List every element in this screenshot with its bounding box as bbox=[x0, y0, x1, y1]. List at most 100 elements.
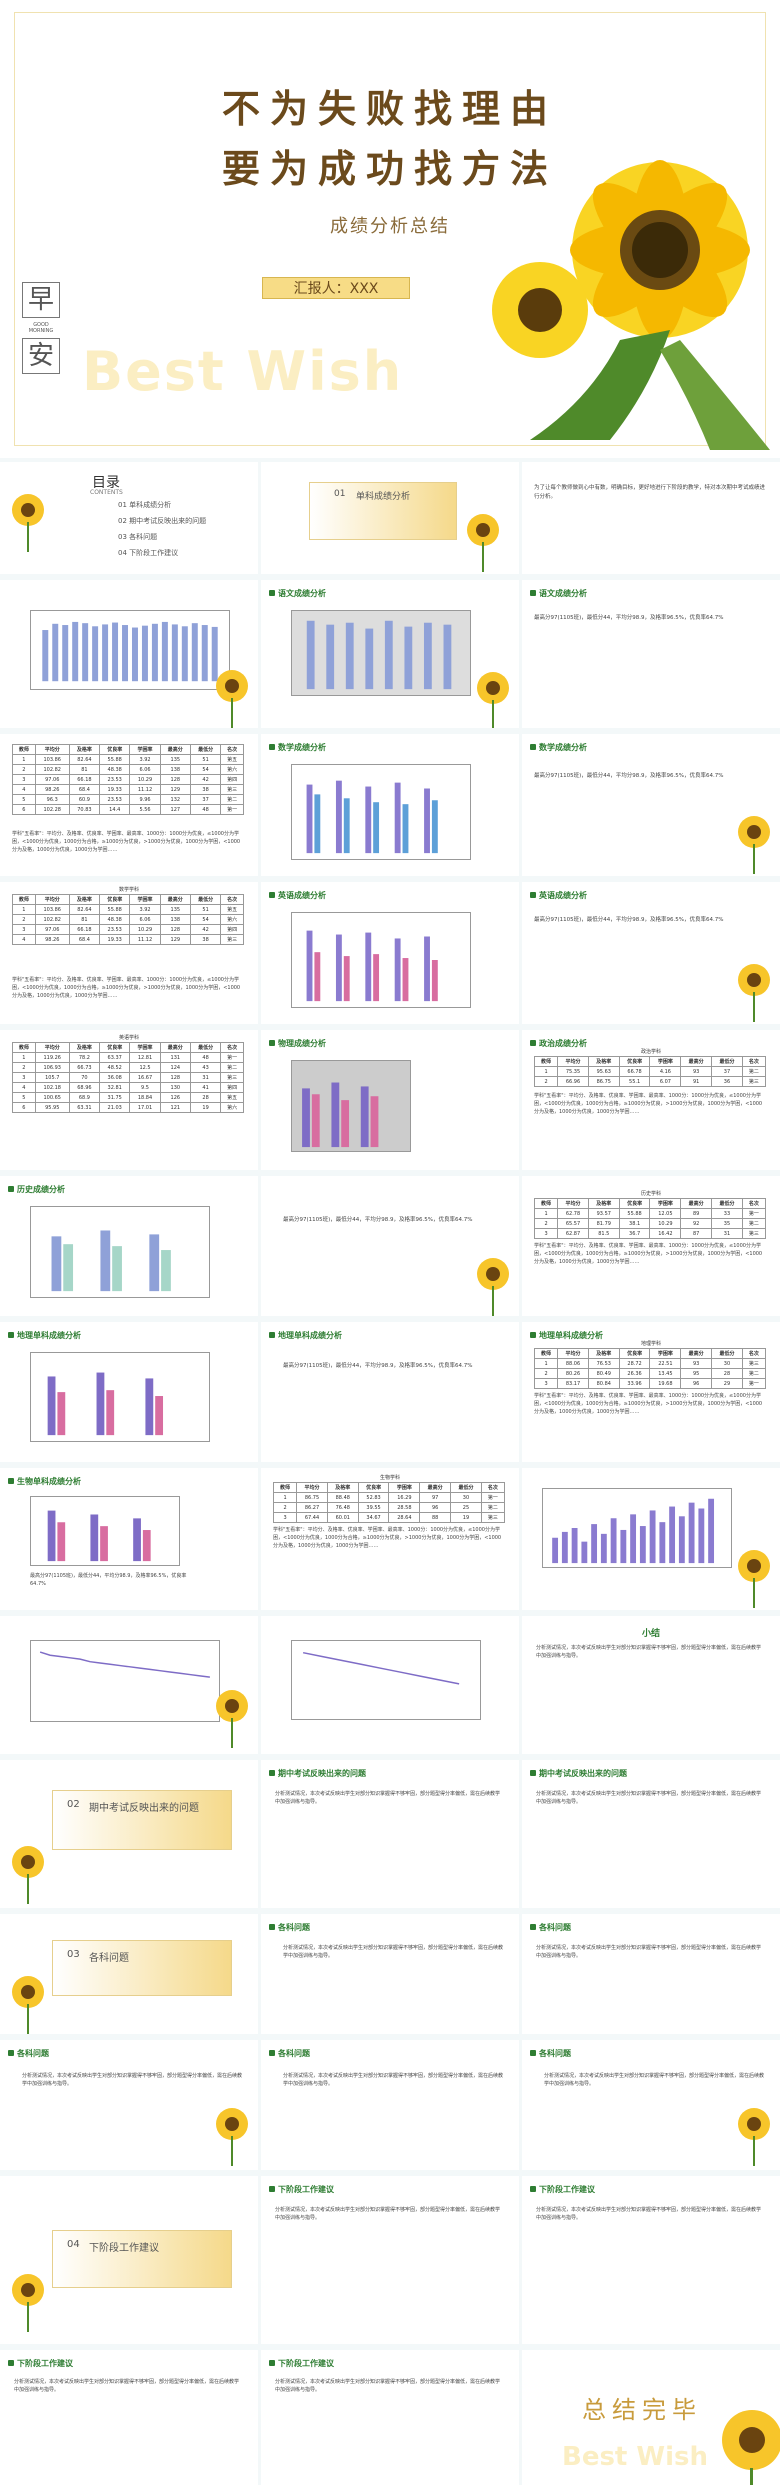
bar bbox=[42, 630, 49, 682]
line-chart-slide-2 bbox=[261, 1616, 519, 1754]
problems-heading-2: 期中考试反映出来的问题 bbox=[530, 1768, 627, 1779]
geography-heading-3: 地理单科成绩分析 bbox=[530, 1330, 603, 1341]
english-note-2: 最高分97(1105班)，最低分44，平均分98.9，及格率96.5%，优良率6… bbox=[534, 917, 724, 923]
intro-slide: 为了让每个教师做到心中有数，明确目标，更好地进行下阶段的教学，特对本次期中考试成… bbox=[522, 462, 780, 574]
geo-table-title: 地理学科 bbox=[640, 1341, 661, 1347]
toc-item-2[interactable]: 02 期中考试反映出来的问题 bbox=[118, 517, 207, 525]
section-title: 单科成绩分析 bbox=[356, 492, 411, 502]
geography-table-slide: 地理单科成绩分析 地理学科 教师 平均分 及格率 优良率 学困率 最高分 最低分 名次 1 88… bbox=[522, 1322, 780, 1462]
section-number-4: 04 bbox=[67, 2239, 80, 2250]
bar bbox=[62, 625, 69, 682]
section-card-4: 04 下阶段工作建议 bbox=[52, 2230, 232, 2288]
bar bbox=[171, 624, 178, 682]
toc-item-4[interactable]: 04 下阶段工作建议 bbox=[118, 549, 179, 557]
section-02-slide: 02 期中考试反映出来的问题 bbox=[0, 1760, 258, 1908]
next-slide-4: 下阶段工作建议 分析测试情况，本次考试反映出学生对部分知识掌握得不够牢固，部分题… bbox=[261, 2350, 519, 2485]
english-chart-slide: 英语成绩分析 bbox=[261, 882, 519, 1024]
ranking-bar-chart bbox=[542, 1488, 732, 1568]
chinese-heading: 语文成绩分析 bbox=[269, 588, 326, 599]
geography-note-slide: 地理单科成绩分析 最高分97(1105班)，最低分44，平均分98.9，及格率9… bbox=[261, 1322, 519, 1462]
geography-bar-chart bbox=[30, 1352, 210, 1442]
section-number-2: 02 bbox=[67, 1799, 80, 1810]
subjects-slide-3: 各科问题 分析测试情况，本次考试反映出学生对部分知识掌握得不够牢固，部分题型得分… bbox=[0, 2040, 258, 2170]
sunflower-icon bbox=[738, 2108, 770, 2166]
bar-chart-2 bbox=[291, 610, 471, 696]
cover-slide: 不为失败找理由 要为成功找方法 成绩分析总结 汇报人：XXX 早 GOOD MO… bbox=[0, 0, 780, 458]
toc-title: 目录 bbox=[92, 475, 120, 491]
geography-chart-slide: 地理单科成绩分析 bbox=[0, 1322, 258, 1462]
chinese-note-slide: 语文成绩分析 最高分97(1105班)，最低分44，平均分98.9，及格率96.… bbox=[522, 580, 780, 728]
sunflower-illustration bbox=[492, 160, 770, 450]
subjects-slide-4: 各科问题 分析测试情况，本次考试反映出学生对部分知识掌握得不够牢固，部分题型得分… bbox=[261, 2040, 519, 2170]
cover-subtitle: 成绩分析总结 bbox=[330, 216, 450, 237]
next-heading: 下阶段工作建议 bbox=[269, 2184, 334, 2195]
math-table-title: 数学学科 bbox=[118, 887, 139, 893]
politics-table-title: 政治学科 bbox=[640, 1049, 661, 1055]
bar bbox=[72, 621, 79, 682]
sunflower-icon bbox=[12, 494, 44, 552]
subjects-heading-4: 各科问题 bbox=[269, 2048, 310, 2059]
math-table-slide: 教师 平均分 及格率 优良率 学困率 最高分 最低分 名次 1 103.86 82.64 55.88… bbox=[0, 734, 258, 876]
history-table-slide: 历史学科 教师 平均分 及格率 优良率 学困率 最高分 最低分 名次 1 62.78 93.57 5… bbox=[522, 1176, 780, 1316]
toc-item-3[interactable]: 03 各科问题 bbox=[118, 533, 158, 541]
sunflower-icon bbox=[12, 2274, 44, 2332]
problems-heading: 期中考试反映出来的问题 bbox=[269, 1768, 366, 1779]
line-chart-1 bbox=[30, 1640, 220, 1722]
toc-item-1[interactable]: 01 单科成绩分析 bbox=[118, 501, 172, 509]
section-card: 01 单科成绩分析 bbox=[309, 482, 457, 540]
math-note-slide: 数学成绩分析 最高分97(1105班)，最低分44，平均分98.9，及格率96.… bbox=[522, 734, 780, 876]
politics-heading: 政治成绩分析 bbox=[530, 1038, 587, 1049]
chinese-slide: 语文成绩分析 bbox=[261, 580, 519, 728]
next-heading-4: 下阶段工作建议 bbox=[269, 2358, 334, 2369]
physics-table-slide: 英语学科 教师 平均分 及格率 优良率 学困率 最高分 最低分 名次 1 119.26 78.2 6… bbox=[0, 1030, 258, 1170]
next-slide-3: 下阶段工作建议 分析测试情况，本次考试反映出学生对部分知识掌握得不够牢固，部分题… bbox=[0, 2350, 258, 2485]
sunflower-icon bbox=[216, 1690, 248, 1748]
summary-text: 分析测试情况，本次考试反映出学生对部分知识掌握得不够牢固，部分题型得分率偏低，需… bbox=[536, 1645, 762, 1659]
section-title-2: 期中考试反映出来的问题 bbox=[89, 1803, 199, 1814]
biology-heading: 生物单科成绩分析 bbox=[8, 1476, 81, 1487]
subjects-text-5: 分析测试情况，本次考试反映出学生对部分知识掌握得不够牢固，部分题型得分率偏低，需… bbox=[544, 2073, 765, 2087]
subjects-text: 分析测试情况，本次考试反映出学生对部分知识掌握得不够牢固，部分题型得分率偏低，需… bbox=[283, 1945, 504, 1959]
bar bbox=[191, 623, 198, 682]
section-card-3: 03 各科问题 bbox=[52, 1940, 232, 1996]
bar bbox=[151, 623, 158, 682]
morning-top: 早 bbox=[22, 282, 60, 318]
geography-heading-2: 地理单科成绩分析 bbox=[269, 1330, 342, 1341]
intro-text: 为了让每个教师做到心中有数，明确目标，更好地进行下阶段的教学，特对本次期中考试成… bbox=[534, 485, 766, 500]
summary-slide: 小结 分析测试情况，本次考试反映出学生对部分知识掌握得不够牢固，部分题型得分率偏… bbox=[522, 1616, 780, 1754]
sunflower-icon bbox=[467, 514, 499, 572]
biology-table: 教师 平均分 及格率 优良率 学困率 最高分 最低分 名次 1 86.75 88.48 52.83 1… bbox=[272, 1482, 506, 1523]
politics-table: 教师 平均分 及格率 优良率 学困率 最高分 最低分 名次 1 75.35 95.63 66.78 4… bbox=[533, 1056, 767, 1087]
bio-table-title: 生物学科 bbox=[379, 1475, 400, 1481]
subjects-text-2: 分析测试情况，本次考试反映出学生对部分知识掌握得不够牢固，部分题型得分率偏低，需… bbox=[536, 1945, 762, 1959]
history-heading: 历史成绩分析 bbox=[8, 1184, 65, 1195]
reporter-label: 汇报人：XXX bbox=[262, 277, 410, 299]
ending-best-wish: Best Wish bbox=[562, 2442, 708, 2472]
history-long-note: 学科"五看率"：平均分、及格率、优良率、学困率、最高率、1000分：1000分为… bbox=[534, 1243, 763, 1265]
sunflower-icon bbox=[12, 1976, 44, 2034]
geography-heading: 地理单科成绩分析 bbox=[8, 1330, 81, 1341]
physics-bar-chart bbox=[291, 1060, 411, 1152]
math-bar-chart bbox=[291, 764, 471, 860]
ending-title: 总结完毕 bbox=[582, 2396, 702, 2424]
next-text-4: 分析测试情况，本次考试反映出学生对部分知识掌握得不够牢固，部分题型得分率偏低，需… bbox=[275, 2379, 501, 2393]
toc-subtitle: CONTENTS bbox=[90, 489, 123, 496]
subjects-slide-5: 各科问题 分析测试情况，本次考试反映出学生对部分知识掌握得不够牢固，部分题型得分… bbox=[522, 2040, 780, 2170]
biology-table-slide: 生物学科 教师 平均分 及格率 优良率 学困率 最高分 最低分 名次 1 86.75 88.48 5… bbox=[261, 1468, 519, 1610]
section-title-4: 下阶段工作建议 bbox=[89, 2243, 159, 2254]
morning-bottom: 安 bbox=[22, 338, 60, 374]
math-heading: 数学成绩分析 bbox=[269, 742, 326, 753]
good-morning-badge: 早 GOOD MORNING 安 bbox=[22, 282, 60, 392]
sunflower-icon bbox=[216, 2108, 248, 2166]
line-chart-2 bbox=[291, 1640, 481, 1720]
geography-note: 最高分97(1105班)，最低分44，平均分98.9，及格率96.5%，优良率6… bbox=[283, 1363, 473, 1369]
morning-mid: GOOD MORNING bbox=[28, 322, 54, 334]
math-detail-table: 教师 平均分 及格率 优良率 学困率 最高分 最低分 名次 1 103.86 82.64 55.88… bbox=[12, 894, 244, 945]
math-note-2: 最高分97(1105班)，最低分44，平均分98.9，及格率96.5%，优良率6… bbox=[534, 773, 724, 779]
bar bbox=[161, 621, 168, 682]
next-text-3: 分析测试情况，本次考试反映出学生对部分知识掌握得不够牢固，部分题型得分率偏低，需… bbox=[14, 2379, 240, 2393]
sunflower-icon bbox=[12, 1846, 44, 1904]
math-summary-table: 教师 平均分 及格率 优良率 学困率 最高分 最低分 名次 1 103.86 82.64 55.88… bbox=[12, 744, 244, 815]
next-slide: 下阶段工作建议 分析测试情况，本次考试反映出学生对部分知识掌握得不够牢固，部分题… bbox=[261, 2176, 519, 2344]
bar bbox=[141, 625, 148, 682]
